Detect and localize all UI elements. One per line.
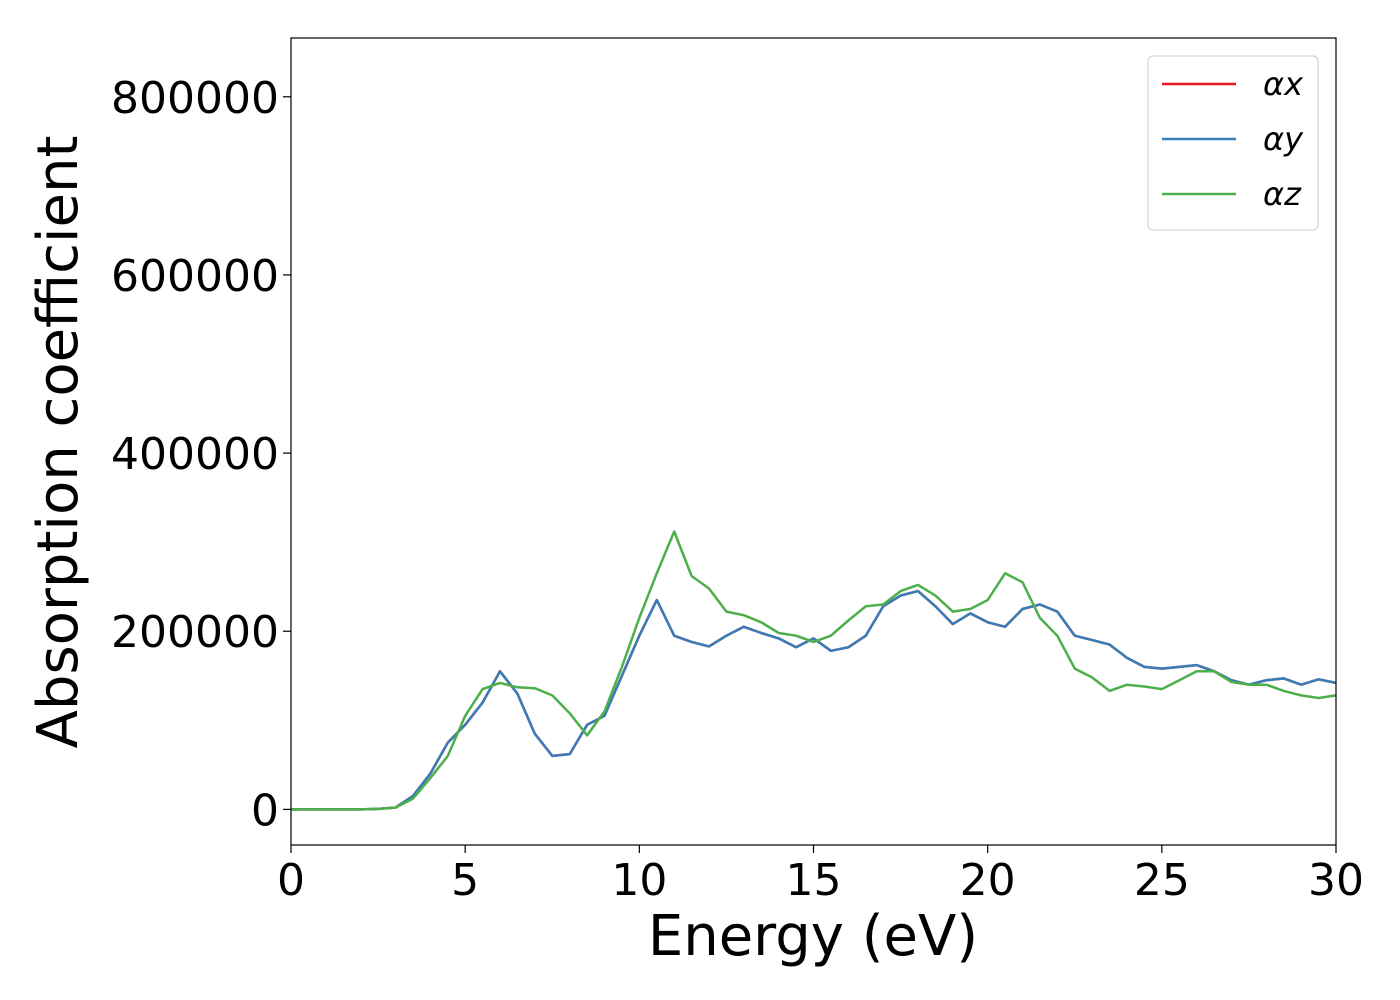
y-tick-label: 200000 [111,607,279,658]
legend-label: αz [1263,175,1302,213]
legend-label: αy [1263,120,1304,158]
x-tick-label: 5 [451,855,479,906]
x-tick-label: 20 [960,855,1016,906]
x-tick-label: 25 [1134,855,1190,906]
y-tick-label: 400000 [111,429,279,480]
legend-label: αx [1263,65,1304,103]
y-axis-label: Absorption coefficient [26,136,91,749]
x-tick-label: 15 [786,855,842,906]
y-tick-label: 800000 [111,73,279,124]
x-tick-label: 0 [277,855,305,906]
x-tick-label: 30 [1308,855,1364,906]
y-tick-label: 0 [251,785,279,836]
x-tick-label: 10 [611,855,667,906]
data-line [291,530,1337,811]
plot-frame [290,37,1337,846]
data-line [291,589,1337,811]
x-axis-label: Energy (eV) [648,904,978,969]
y-tick-label: 600000 [111,251,279,302]
data-line [291,589,1337,811]
legend-box [1147,55,1319,231]
